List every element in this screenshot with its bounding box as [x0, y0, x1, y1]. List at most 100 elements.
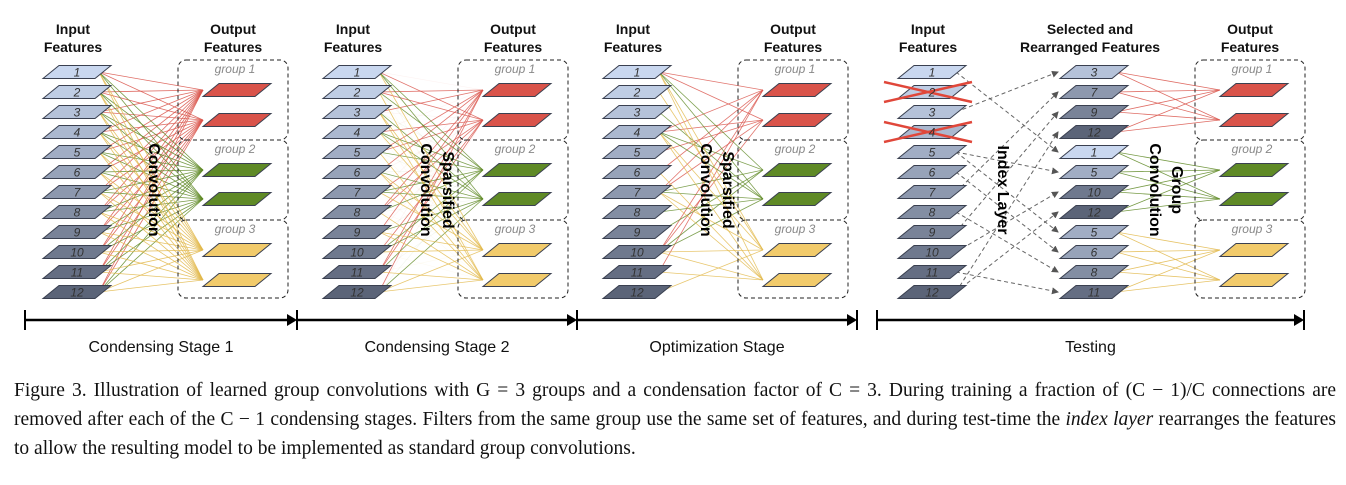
panel3-connection [658, 169, 764, 193]
rearranged-feature [1058, 85, 1130, 99]
panel1-input-feature [41, 285, 113, 299]
stage-arrowhead [287, 314, 297, 326]
panel3-input-feature [601, 85, 673, 99]
rearranged-feature [1058, 105, 1130, 119]
panel1-connection [98, 231, 204, 251]
panel2-connection [378, 271, 484, 281]
panel3-connection [658, 71, 764, 251]
panel2-connection-faded [378, 211, 484, 251]
panel2-output-header-line1: Output [490, 21, 536, 37]
group-conv-label-2: Convolution [1146, 143, 1163, 236]
panel2-connection-faded [378, 91, 484, 251]
group-conv-connection [1115, 231, 1221, 251]
panel1-output-header-line2: Features [204, 39, 263, 55]
rearranged-feature [1058, 65, 1130, 79]
test-input-feature [896, 285, 968, 299]
panel2-connection [378, 111, 484, 251]
panel1-connection [98, 231, 204, 281]
panel3-connection [658, 191, 764, 251]
test-output-feature [1218, 192, 1290, 206]
panel3-output-feature [761, 113, 833, 127]
panel1-input-feature-number: 9 [74, 226, 81, 240]
group-conv-connection [1115, 169, 1221, 173]
group-conv-connection [1115, 89, 1221, 93]
panel3-input-feature [601, 245, 673, 259]
panel2-connection [378, 111, 484, 200]
group-conv-connection [1115, 249, 1221, 253]
panel2-input-feature [321, 205, 393, 219]
panel2-connection [378, 111, 484, 281]
stage-arrowhead [847, 314, 857, 326]
panel1-input-feature [41, 205, 113, 219]
panel3-group-label: group 2 [775, 142, 816, 156]
panel1-input-feature-number: 11 [71, 266, 83, 280]
panel2-input-feature [321, 185, 393, 199]
panel1-output-feature [201, 83, 273, 97]
panel3-output-feature [761, 192, 833, 206]
panel2-connection-faded [378, 111, 484, 171]
panel2-input-feature [321, 65, 393, 79]
removed-feature-cross [883, 120, 973, 144]
panel1-connection [98, 71, 204, 91]
group-conv-connection [1115, 89, 1221, 133]
panel2-input-feature [321, 225, 393, 239]
panel3-connection [658, 71, 764, 171]
stage-label: Optimization Stage [649, 339, 784, 356]
panel3-input-feature-number: 3 [634, 106, 641, 120]
panel2-connection [378, 211, 484, 281]
index-layer-arrow [955, 151, 1059, 175]
panel2-connection-faded [378, 91, 484, 200]
panel3-output-feature [761, 163, 833, 177]
panel3-input-feature [601, 145, 673, 159]
test-output-feature [1218, 163, 1290, 177]
group-conv-connection [1115, 251, 1221, 281]
group-conv-connection [1115, 71, 1221, 91]
panel1-connection [98, 89, 204, 93]
panel2-group-label: group 1 [495, 62, 536, 76]
test-output-feature [1218, 83, 1290, 97]
rearranged-feature [1058, 145, 1130, 159]
panel2-connection [378, 131, 484, 171]
panel2-input-feature-number: 12 [350, 286, 364, 300]
panel2-input-feature [321, 265, 393, 279]
panel3-group-label: group 1 [775, 62, 816, 76]
panel2-output-feature [481, 113, 553, 127]
panel3-connection [658, 171, 764, 281]
test-input-feature-number: 12 [925, 286, 939, 300]
panel2-connection-faded [378, 151, 484, 200]
panel3-connection [658, 71, 764, 91]
index-layer-arrow [955, 171, 1059, 253]
rearranged-feature-number: 1 [1091, 146, 1098, 160]
panel2-output-feature [481, 163, 553, 177]
panel1-input-feature-number: 10 [70, 246, 84, 260]
panel2-connection [378, 71, 484, 251]
panel1-input-feature-number: 4 [74, 126, 81, 140]
test-group-label: group 3 [1232, 222, 1273, 236]
panel2-connection [378, 249, 484, 253]
panel1-connection [98, 71, 204, 200]
panel2-input-feature-number: 6 [354, 166, 361, 180]
panel2-input-feature [321, 125, 393, 139]
panel2-input-feature-number: 8 [354, 206, 361, 220]
panel3-input-feature-number: 9 [634, 226, 641, 240]
test-input-feature-number: 9 [929, 226, 936, 240]
panel3-connection [658, 119, 764, 133]
rearranged-feature-number: 5 [1091, 226, 1098, 240]
panel1-connection [98, 151, 204, 281]
panel3-input-feature [601, 125, 673, 139]
panel3-input-feature [601, 165, 673, 179]
group-conv-connection [1115, 151, 1221, 171]
panel1-input-feature [41, 105, 113, 119]
rearranged-feature-number: 6 [1091, 246, 1098, 260]
group-conv-connection [1115, 198, 1221, 213]
panel2-input-feature-number: 9 [354, 226, 361, 240]
panel2-connection-faded [378, 89, 484, 193]
panel3-input-feature [601, 265, 673, 279]
test-input-feature [896, 165, 968, 179]
test-input-feature-number: 5 [929, 146, 936, 160]
panel1-conv-label: Convolution [145, 143, 162, 236]
panel1-connection [98, 71, 204, 281]
panel1-connection [98, 71, 204, 171]
test-input-feature-number: 8 [929, 206, 936, 220]
group-conv-connection [1115, 119, 1221, 133]
